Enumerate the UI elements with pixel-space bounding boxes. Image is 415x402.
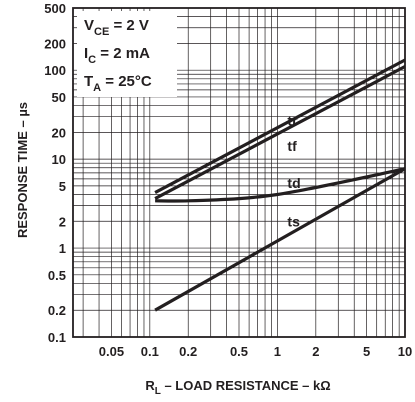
series-ts-line (154, 167, 406, 312)
x-tick-label: 0.2 (179, 344, 197, 359)
y-tick-label: 0.5 (48, 268, 66, 283)
plot-frame (72, 7, 406, 338)
x-tick-label: 1 (274, 344, 281, 359)
series-td-line (155, 167, 406, 203)
y-tick-label: 500 (44, 1, 66, 16)
x-tick-label: 0.05 (99, 344, 124, 359)
series-ts-label: ts (287, 213, 300, 229)
y-tick-label: 0.1 (48, 330, 66, 345)
x-tick-label: 2 (312, 344, 319, 359)
y-tick-label: 10 (52, 152, 66, 167)
y-tick-label: 1 (59, 241, 66, 256)
test-conditions: VCE = 2 V IC = 2 mA TA = 25°C (84, 17, 152, 94)
y-tick-label: 2 (59, 214, 66, 229)
x-axis-title: RL – LOAD RESISTANCE – kΩ (145, 378, 330, 397)
series: tr tf td ts (154, 58, 406, 312)
y-tick-label: 0.2 (48, 303, 66, 318)
y-tick-labels: 0.1 0.2 0.5 1 2 5 10 20 50 100 200 500 (44, 1, 66, 345)
series-tf-line (154, 65, 406, 201)
y-tick-label: 100 (44, 63, 66, 78)
series-td-label: td (287, 175, 300, 191)
y-tick-label: 20 (52, 125, 66, 140)
condition-label: VCE = 2 V (84, 17, 149, 38)
y-axis-title: RESPONSE TIME – µs (15, 102, 30, 238)
series-tf-label: tf (287, 138, 297, 154)
x-tick-labels: 0.05 0.1 0.2 0.5 1 2 5 10 (99, 344, 412, 359)
y-tick-label: 200 (44, 36, 66, 51)
y-tick-label: 5 (59, 179, 66, 194)
conditions-box (77, 11, 177, 97)
condition-label: IC = 2 mA (84, 45, 150, 66)
x-tick-label: 0.5 (230, 344, 248, 359)
condition-label: TA = 25°C (84, 73, 152, 94)
x-tick-label: 5 (363, 344, 370, 359)
y-tick-label: 50 (52, 90, 66, 105)
x-tick-label: 0.1 (141, 344, 159, 359)
series-tr-line (154, 58, 406, 195)
series-tr-label: tr (287, 113, 298, 129)
x-tick-label: 10 (398, 344, 412, 359)
